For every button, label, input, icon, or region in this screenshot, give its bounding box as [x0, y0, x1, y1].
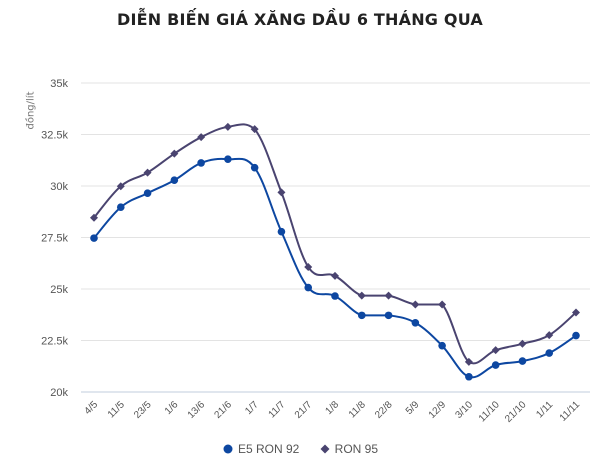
y-tick-label: 20k: [50, 387, 68, 399]
data-point[interactable]: [197, 133, 206, 142]
circle-marker-icon: [223, 444, 233, 454]
x-tick-label: 1/11: [534, 399, 555, 420]
data-point[interactable]: [357, 291, 366, 300]
data-point[interactable]: [518, 339, 527, 348]
data-point[interactable]: [170, 176, 179, 185]
legend: E5 RON 92 RON 95: [0, 442, 600, 458]
data-point[interactable]: [170, 149, 179, 158]
y-axis-ticks: 20k 22.5k 25k 27.5k 30k 32.5k 35k: [41, 78, 68, 399]
data-point[interactable]: [545, 331, 554, 340]
y-tick-label: 32.5k: [41, 130, 68, 142]
x-axis-ticks: 4/5 11/5 23/5 1/6 13/6 21/6 1/7 11/7 21/7 1/8 11/8…: [83, 399, 583, 425]
data-point[interactable]: [277, 188, 286, 197]
data-point[interactable]: [572, 331, 580, 340]
x-tick-label: 1/8: [324, 399, 342, 417]
data-point[interactable]: [250, 125, 259, 134]
data-point[interactable]: [304, 283, 313, 292]
x-tick-label: 11/10: [477, 399, 502, 424]
data-point[interactable]: [116, 203, 125, 212]
data-point[interactable]: [331, 292, 339, 300]
data-point[interactable]: [90, 213, 98, 222]
data-point[interactable]: [197, 159, 205, 167]
y-tick-label: 30k: [50, 181, 68, 193]
y-tick-label: 25k: [50, 284, 68, 296]
diamond-marker-icon: [320, 444, 330, 454]
x-tick-label: 23/5: [132, 399, 154, 421]
x-tick-label: 11/11: [558, 399, 583, 424]
data-point[interactable]: [465, 372, 473, 381]
x-tick-label: 21/10: [503, 399, 529, 425]
series-line-e5: [93, 157, 577, 379]
series-lines: [90, 122, 580, 381]
series-line-ron95: [93, 123, 577, 365]
data-point[interactable]: [518, 357, 527, 365]
data-point[interactable]: [411, 300, 420, 309]
data-point[interactable]: [491, 346, 500, 355]
data-point[interactable]: [143, 189, 152, 198]
data-point[interactable]: [545, 349, 554, 357]
data-point[interactable]: [438, 300, 447, 309]
data-point[interactable]: [384, 291, 393, 300]
data-point[interactable]: [464, 357, 473, 366]
x-tick-label: 11/7: [267, 399, 288, 420]
data-point[interactable]: [304, 262, 313, 271]
x-tick-label: 1/6: [163, 399, 181, 417]
data-point[interactable]: [223, 122, 232, 131]
data-point[interactable]: [331, 271, 339, 280]
x-tick-label: 5/9: [404, 399, 422, 417]
chart-title: DIỄN BIẾN GIÁ XĂNG DẦU 6 THÁNG QUA: [116, 10, 483, 29]
data-point[interactable]: [357, 311, 366, 320]
data-point[interactable]: [411, 318, 420, 327]
y-tick-label: 35k: [50, 78, 68, 90]
data-point[interactable]: [384, 311, 393, 320]
line-chart: 20k 22.5k 25k 27.5k 30k 32.5k 35k 4/5 11/5 23/5 1…: [41, 78, 590, 425]
y-tick-label: 27.5k: [41, 233, 68, 245]
data-point[interactable]: [572, 308, 580, 317]
x-tick-label: 1/7: [243, 399, 261, 417]
legend-item-e5[interactable]: E5 RON 92: [222, 442, 299, 456]
x-tick-label: 12/9: [427, 399, 449, 421]
data-point[interactable]: [90, 234, 98, 242]
data-point[interactable]: [277, 227, 286, 236]
data-point[interactable]: [491, 361, 500, 369]
data-point[interactable]: [250, 163, 259, 172]
legend-label-e5: E5 RON 92: [237, 442, 300, 456]
x-tick-label: 11/8: [347, 399, 368, 420]
y-tick-label: 22.5k: [41, 336, 68, 348]
x-tick-label: 22/8: [373, 399, 395, 421]
x-tick-label: 21/7: [293, 399, 315, 421]
data-point[interactable]: [438, 341, 446, 350]
x-tick-label: 13/6: [186, 399, 208, 421]
x-tick-label: 3/10: [453, 399, 475, 421]
x-tick-label: 11/5: [106, 399, 127, 420]
legend-item-ron95[interactable]: RON 95: [319, 442, 378, 456]
legend-label-ron95: RON 95: [334, 442, 379, 456]
data-point[interactable]: [116, 182, 125, 191]
x-tick-label: 21/6: [212, 399, 234, 421]
gridlines: [81, 82, 590, 393]
x-tick-label: 4/5: [83, 399, 101, 417]
data-point[interactable]: [143, 168, 152, 177]
data-point[interactable]: [224, 155, 232, 164]
